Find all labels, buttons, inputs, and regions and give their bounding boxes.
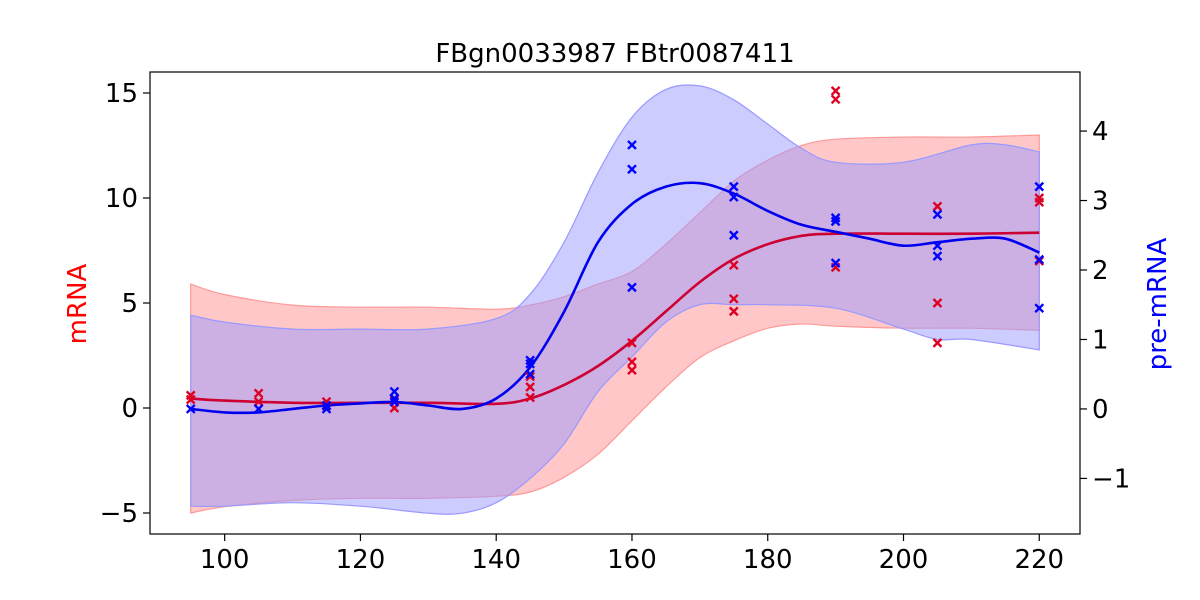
x-tick-label: 180 bbox=[743, 545, 793, 575]
data-point-mrna bbox=[728, 293, 739, 304]
data-point-pre-mrna bbox=[253, 404, 264, 414]
data-point-mrna bbox=[728, 260, 739, 271]
data-point-pre-mrna bbox=[932, 209, 943, 220]
x-tick-label: 220 bbox=[1014, 545, 1064, 575]
data-point-mrna bbox=[1034, 193, 1045, 203]
data-point-mrna bbox=[525, 371, 535, 382]
left-y-tick-label: 10 bbox=[105, 184, 138, 214]
data-point-pre-mrna bbox=[830, 216, 841, 227]
data-point-pre-mrna bbox=[389, 397, 400, 407]
data-point-pre-mrna bbox=[525, 358, 535, 369]
data-point-pre-mrna bbox=[1034, 181, 1045, 192]
axes: 100 120 140 160 180 200 220 −5 0 5 10 15 −1 0 1 2 3 4 bbox=[100, 79, 1131, 575]
data-point-mrna bbox=[627, 356, 637, 367]
x-tick-label: 100 bbox=[200, 545, 250, 575]
data-point-mrna bbox=[525, 382, 535, 392]
x-tick-label: 200 bbox=[879, 545, 929, 575]
data-point-mrna bbox=[728, 306, 739, 317]
left-y-tick-label: 5 bbox=[121, 289, 138, 319]
right-y-tick-label: 2 bbox=[1092, 256, 1109, 286]
left-y-tick-label: 15 bbox=[105, 79, 138, 109]
data-point-mrna bbox=[253, 388, 264, 399]
data-point-pre-mrna bbox=[728, 181, 739, 192]
chart-title: FBgn0033987 FBtr0087411 bbox=[435, 39, 794, 69]
data-point-mrna bbox=[932, 298, 943, 308]
data-point-pre-mrna bbox=[728, 192, 739, 202]
data-point-mrna bbox=[627, 338, 637, 348]
data-point-mrna bbox=[932, 338, 943, 348]
data-point-mrna bbox=[253, 396, 264, 407]
data-point-mrna bbox=[830, 86, 841, 96]
data-point-pre-mrna bbox=[525, 355, 535, 366]
data-point-pre-mrna bbox=[1034, 303, 1045, 314]
left-y-tick-label: −5 bbox=[100, 499, 138, 529]
x-tick-label: 120 bbox=[336, 545, 386, 575]
data-point-pre-mrna bbox=[627, 282, 637, 293]
plot-area bbox=[185, 84, 1045, 515]
right-y-tick-label: −1 bbox=[1092, 464, 1130, 494]
left-y-tick-label: 0 bbox=[121, 394, 138, 424]
band-pre-mrna bbox=[190, 84, 1040, 515]
data-point-pre-mrna bbox=[321, 404, 332, 414]
data-point-pre-mrna bbox=[932, 240, 943, 251]
left-axis-label: mRNA bbox=[63, 263, 93, 344]
data-point-mrna bbox=[525, 392, 535, 403]
data-point-mrna bbox=[185, 394, 196, 405]
data-point-pre-mrna bbox=[627, 164, 637, 175]
right-y-tick-label: 4 bbox=[1092, 117, 1109, 147]
right-y-tick-label: 3 bbox=[1092, 187, 1109, 217]
data-point-pre-mrna bbox=[321, 400, 332, 411]
data-point-mrna bbox=[627, 365, 637, 376]
x-tick-label: 160 bbox=[607, 545, 657, 575]
data-point-pre-mrna bbox=[932, 251, 943, 261]
right-axis-label: pre-mRNA bbox=[1143, 237, 1173, 370]
data-point-pre-mrna bbox=[728, 230, 739, 241]
data-point-pre-mrna bbox=[1034, 254, 1045, 265]
data-point-pre-mrna bbox=[830, 258, 841, 268]
data-point-pre-mrna bbox=[830, 213, 841, 223]
data-point-mrna bbox=[932, 201, 943, 212]
right-y-tick-label: 1 bbox=[1092, 325, 1109, 355]
data-point-pre-mrna bbox=[627, 140, 637, 150]
data-point-pre-mrna bbox=[525, 369, 535, 380]
data-point-pre-mrna bbox=[185, 404, 196, 414]
data-point-pre-mrna bbox=[389, 393, 400, 404]
x-tick-label: 140 bbox=[471, 545, 521, 575]
right-y-tick-label: 0 bbox=[1092, 395, 1109, 425]
data-point-mrna bbox=[830, 94, 841, 105]
